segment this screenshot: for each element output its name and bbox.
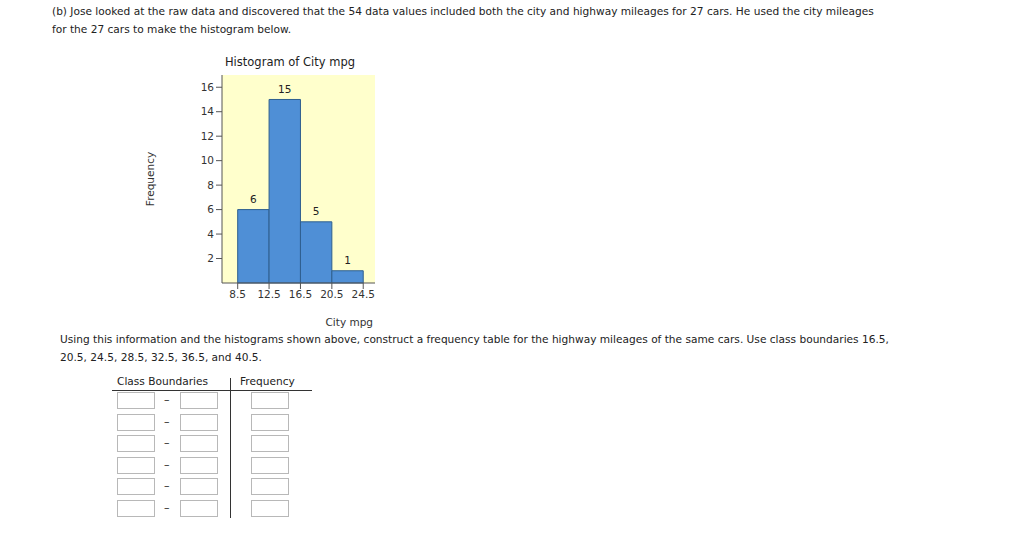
svg-text:10: 10 [201, 154, 214, 166]
html-text:Class Boundaries: Class Boundaries [117, 375, 208, 387]
svg-text:4: 4 [207, 228, 214, 240]
svg-text:2: 2 [207, 252, 214, 264]
svg-text:6: 6 [250, 193, 257, 205]
svg-text:12: 12 [201, 130, 214, 142]
html-text:for the 27 cars to make the hi: for the 27 cars to make the histogram be… [52, 23, 292, 35]
svg-text:8.5: 8.5 [229, 288, 246, 300]
svg-text:6: 6 [207, 203, 214, 215]
html-text:(b) Jose looked at the raw dat: (b) Jose looked at the raw data and disc… [52, 5, 874, 17]
svg-text:24.5: 24.5 [352, 288, 375, 300]
svg-text:16: 16 [201, 81, 215, 93]
html-text:Using this information and the: Using this information and the histogram… [60, 333, 889, 345]
svg-text:1: 1 [344, 254, 351, 266]
svg-text:15: 15 [278, 83, 291, 95]
html-text:20.5, 24.5, 28.5, 32.5, 36.5,: 20.5, 24.5, 28.5, 32.5, 36.5, and 40.5. [60, 351, 262, 363]
svg-text:5: 5 [313, 205, 320, 217]
svg-text:16.5: 16.5 [289, 288, 312, 300]
svg-text:City mpg: City mpg [326, 316, 373, 328]
html-text:Histogram of City mpg: Histogram of City mpg [225, 55, 355, 69]
svg-text:20.5: 20.5 [320, 288, 343, 300]
svg-text:12.5: 12.5 [257, 288, 280, 300]
svg-text:14: 14 [201, 105, 215, 117]
svg-text:Frequency: Frequency [144, 152, 156, 206]
html-text:Frequency: Frequency [240, 375, 295, 387]
svg-text:8: 8 [207, 179, 214, 191]
